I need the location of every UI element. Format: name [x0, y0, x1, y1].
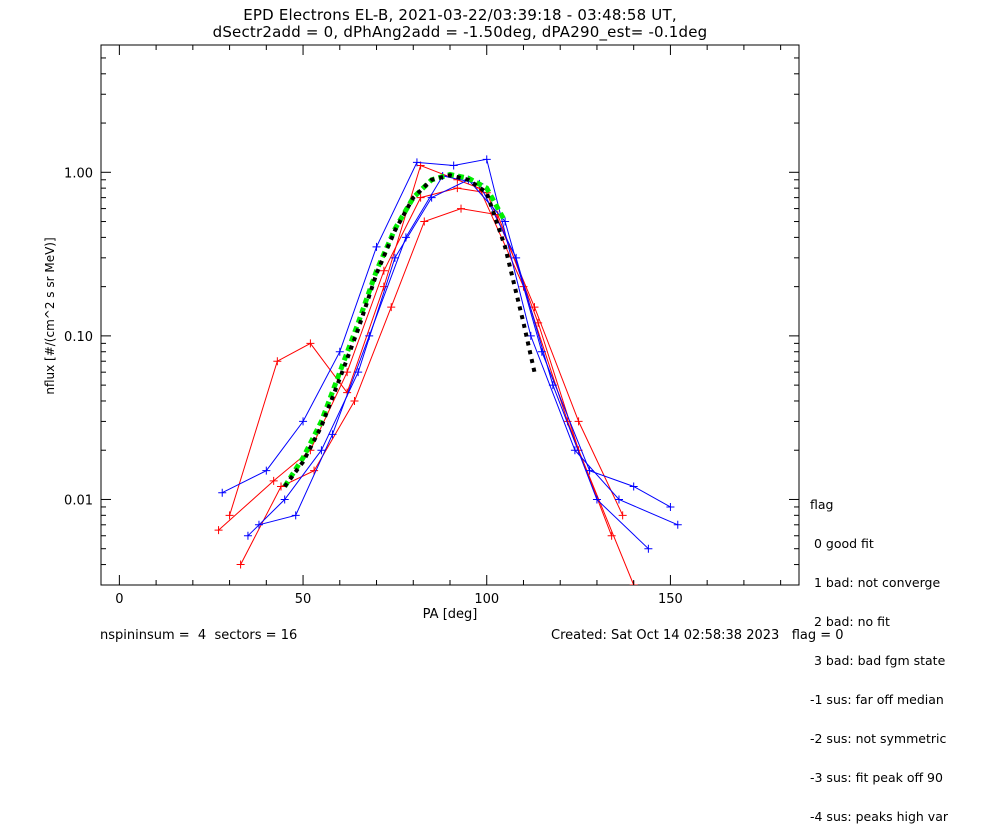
legend-item: -4 sus: peaks high var [810, 809, 949, 824]
data-point [299, 417, 308, 426]
chart-subtitle: dSectr2add = 0, dPhAng2add = -1.50deg, d… [212, 23, 708, 41]
legend-title: flag [810, 497, 834, 512]
data-point [379, 282, 388, 291]
data-point [310, 466, 319, 475]
series-blue-4 [243, 175, 675, 540]
legend-item: 3 bad: bad fgm state [810, 653, 946, 668]
data-point [372, 242, 381, 251]
data-point [390, 253, 399, 262]
data-point [512, 253, 521, 262]
data-point [537, 347, 546, 356]
data-point [379, 266, 388, 275]
series-red-0 [214, 184, 627, 535]
footer-right: Created: Sat Oct 14 02:58:38 2023 flag =… [551, 628, 844, 643]
legend-item: -1 sus: far off median [810, 692, 944, 707]
data-point [534, 318, 543, 327]
series-green-6 [282, 171, 508, 488]
y-tick-label: 0.10 [64, 330, 93, 345]
data-point [269, 476, 278, 485]
data-point [548, 381, 557, 390]
data-point [365, 331, 374, 340]
data-point [218, 488, 227, 497]
y-tick-label: 0.01 [64, 493, 93, 508]
data-point [277, 482, 286, 491]
footer-left: nspininsum = 4 sectors = 16 [100, 628, 298, 643]
data-point [225, 511, 234, 520]
flag-legend: flag 0 good fit 1 bad: not converge 2 ba… [810, 472, 948, 836]
data-point [574, 417, 583, 426]
data-point [317, 446, 326, 455]
series-red-1 [225, 161, 616, 540]
series-line [283, 173, 537, 488]
data-point [273, 357, 282, 366]
data-point [350, 396, 359, 405]
data-point [673, 520, 682, 529]
series-black-7 [283, 173, 537, 488]
y-tick-label: 1.00 [64, 166, 93, 181]
series-line [221, 158, 678, 526]
data-point [607, 531, 616, 540]
legend-item: 1 bad: not converge [810, 575, 941, 590]
data-point [629, 482, 638, 491]
data-point [280, 495, 289, 504]
legend-item: 2 bad: no fit [810, 614, 890, 629]
series-line [218, 187, 624, 531]
legend-item: -2 sus: not symmetric [810, 731, 947, 746]
series-line [240, 208, 635, 585]
legend-item: 0 good fit [810, 536, 874, 551]
data-point [416, 193, 425, 202]
data-point [401, 233, 410, 242]
data-point [482, 155, 491, 164]
data-point [254, 520, 263, 529]
data-point [262, 466, 271, 475]
data-point [644, 544, 653, 553]
data-point [328, 430, 337, 439]
data-point [614, 495, 623, 504]
series-blue-5 [254, 171, 653, 553]
x-axis-label: PA [deg] [423, 607, 478, 622]
x-tick-label: 150 [658, 592, 683, 607]
data-point [343, 368, 352, 377]
data-point [243, 531, 252, 540]
x-tick-label: 50 [295, 592, 312, 607]
x-tick-label: 0 [115, 592, 123, 607]
data-point [236, 560, 245, 569]
series-blue-3 [218, 155, 682, 529]
x-tick-label: 100 [474, 592, 499, 607]
series-line [247, 179, 671, 537]
data-point [501, 217, 510, 226]
plot-frame [100, 44, 800, 586]
data-point [449, 161, 458, 170]
data-point [585, 466, 594, 475]
data-point [457, 204, 466, 213]
data-point [291, 511, 300, 520]
legend-item: -3 sus: fit peak off 90 [810, 770, 943, 785]
y-axis-label: nflux [#/(cm^2 s sr MeV)] [43, 237, 57, 394]
data-point [214, 526, 223, 535]
data-point [666, 502, 675, 511]
data-point [618, 511, 627, 520]
data-point [592, 495, 601, 504]
series-red-2 [236, 204, 638, 585]
data-point [387, 303, 396, 312]
data-point [335, 347, 344, 356]
series-line [282, 171, 508, 488]
series-line [258, 175, 649, 550]
data-point [420, 217, 429, 226]
data-point [412, 158, 421, 167]
chart-title: EPD Electrons EL-B, 2021-03-22/03:39:18 … [243, 6, 677, 24]
data-point [306, 339, 315, 348]
chart-plot: 0 50 100 150 0.01 0.10 1.00 PA [deg] nflux [#/… [43, 44, 800, 622]
